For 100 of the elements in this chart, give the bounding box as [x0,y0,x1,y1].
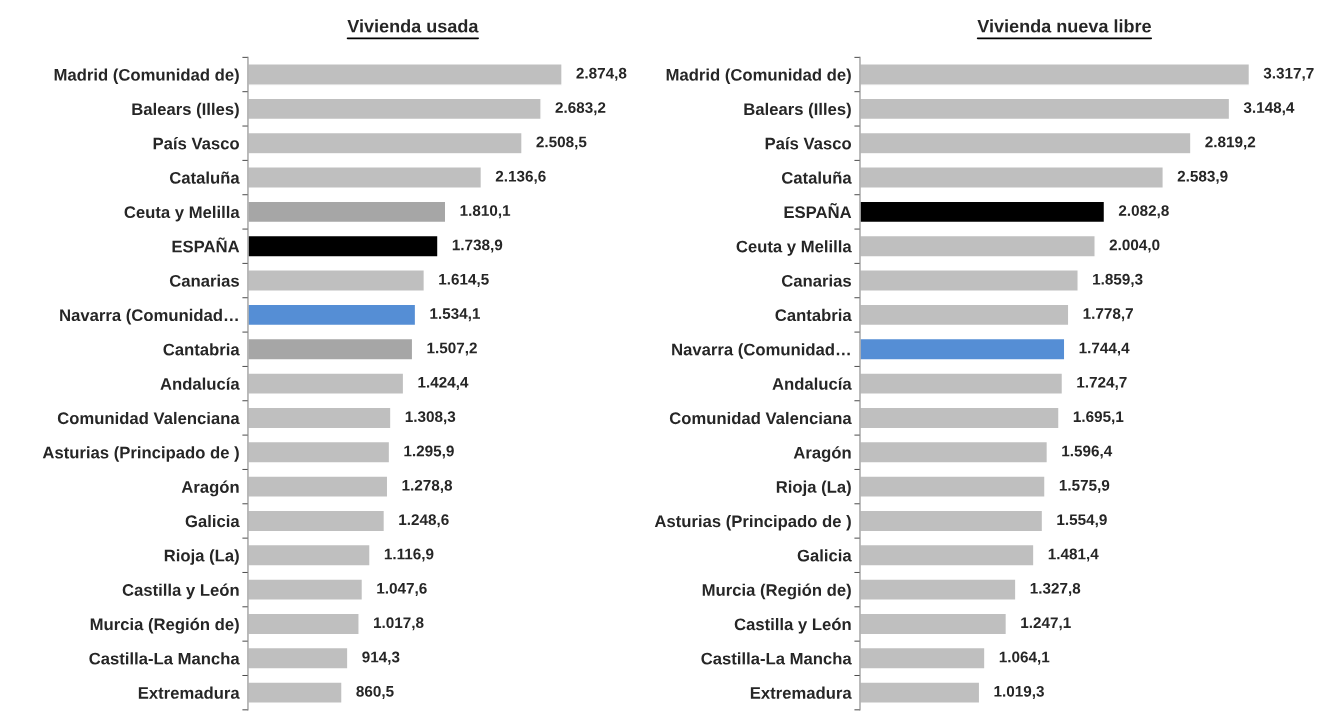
data-label: 1.247,1 [1021,617,1071,631]
data-label: 1.017,8 [374,617,424,631]
bar [859,543,1035,567]
y-tick-label: ESPAÑA [172,237,240,253]
data-label: 1.116,9 [384,548,434,562]
y-tick-label: Cantabria [163,343,240,356]
data-label: 1.596,4 [1062,445,1113,459]
y-tick-label: Castilla y León [122,583,239,600]
y-tick-label: Navarra (Comunidad… [60,308,238,325]
bar [859,612,1008,636]
y-tick-label: Comunidad Valenciana [669,411,852,425]
data-label: 1.810,1 [460,205,511,219]
data-label: 1.859,3 [1093,273,1143,287]
data-label: 1.295,9 [404,445,454,459]
data-label: 1.695,1 [1073,411,1124,425]
data-label: 1.248,6 [399,514,449,528]
data-label: 1.327,8 [1030,582,1081,596]
y-tick-label: Extremadura [138,686,240,699]
data-label: 1.507,2 [427,342,477,356]
y-tick-label: País Vasco [765,137,852,150]
bar [247,612,360,636]
y-tick-label: Cataluña [781,171,852,184]
bar [247,406,392,430]
y-tick-label: Castilla-La Mancha [89,652,240,665]
bar [247,337,414,361]
y-tick-label: Ceuta y Melilla [124,205,240,222]
y-tick-label: Galicia [185,514,240,528]
y-tick-label: Extremadura [750,686,852,699]
y-tick-label: Cataluña [169,171,240,184]
bar [247,234,439,258]
bar [247,200,447,224]
bar [859,131,1192,155]
bar [247,509,386,533]
bar [859,578,1017,601]
data-label: 1.778,7 [1083,308,1133,322]
y-tick-label: Asturias (Principado de ) [654,514,851,531]
data-label: 3.317,7 [1263,67,1314,81]
bar [859,475,1046,498]
data-label: 2.683,2 [555,102,606,116]
bar [859,406,1060,430]
y-tick-label: Canarias [169,274,239,287]
data-label: 1.575,9 [1059,479,1110,493]
y-tick-label: Murcia (Región de) [702,583,851,600]
data-label: 1.744,4 [1079,342,1130,356]
bar [247,578,364,601]
chart-title: Vivienda nueva libre [977,19,1151,33]
y-tick-label: Castilla-La Mancha [701,652,852,665]
data-label: 1.738,9 [452,239,503,253]
y-tick-label: Navarra (Comunidad… [672,343,850,359]
bar [859,200,1106,224]
bar [859,440,1049,464]
y-tick-label: Castilla y León [734,617,851,634]
data-label: 2.136,6 [495,170,546,184]
bar [859,234,1096,258]
bar [247,543,371,567]
data-label: 2.082,8 [1118,205,1169,219]
y-tick-label: Cantabria [775,308,852,322]
y-tick-label: Comunidad Valenciana [57,411,240,425]
chart-title: Vivienda usada [347,19,479,33]
y-tick-label: Galicia [797,549,852,562]
bar [859,303,1070,327]
bar [859,337,1066,361]
y-tick-label: Andalucía [160,377,240,390]
y-tick-label: Asturias (Principado de ) [42,446,239,462]
bar [247,372,405,395]
data-label: 2.874,8 [576,67,627,81]
y-tick-label: Balears (Illes) [744,102,851,119]
data-label: 1.481,4 [1048,548,1099,562]
bar [247,63,563,86]
y-tick-label: Aragón [793,446,851,462]
bar [247,131,523,155]
y-tick-label: Rioja (La) [776,480,851,497]
data-label: 1.019,3 [994,685,1044,699]
data-label: 2.819,2 [1205,136,1256,150]
data-label: 2.583,9 [1177,170,1228,184]
y-tick-label: Andalucía [772,377,852,390]
bar [859,646,986,670]
data-label: 2.508,5 [536,136,587,150]
bar [247,269,426,292]
data-label: 1.278,8 [402,479,453,493]
y-tick-label: ESPAÑA [784,203,852,219]
data-label: 1.534,1 [430,308,480,322]
bar [859,166,1164,189]
bar [247,303,417,327]
bar [247,475,389,498]
data-label: 1.064,1 [999,651,1050,665]
bar [859,509,1044,533]
data-label: 1.724,7 [1077,376,1127,390]
bar [247,440,391,464]
bar [247,97,542,121]
y-tick-label: Rioja (La) [164,549,239,565]
bar [859,681,981,705]
bar [247,681,343,705]
bar [859,372,1064,395]
y-tick-label: Murcia (Región de) [90,617,239,634]
y-tick-label: Aragón [181,480,239,497]
bar [247,646,349,670]
y-tick-label: Balears (Illes) [132,102,239,119]
bar [247,166,483,189]
y-tick-label: Ceuta y Melilla [736,240,852,256]
